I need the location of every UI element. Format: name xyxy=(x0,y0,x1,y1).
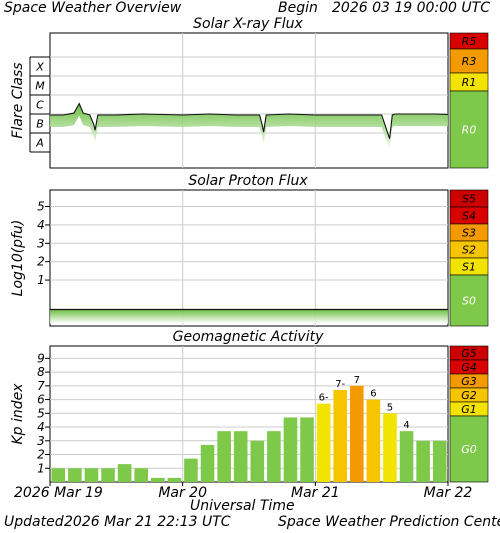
y-tick-label: X xyxy=(35,61,44,74)
x-tick-label: Mar 20 xyxy=(158,485,207,501)
kp-bar xyxy=(134,468,149,482)
scale-label: G1 xyxy=(461,403,477,416)
y-tick-label: C xyxy=(36,99,44,112)
y-tick-label: 3 xyxy=(37,434,45,448)
kp-bar xyxy=(300,417,314,482)
kp-bar xyxy=(432,440,447,482)
updated-label: Updated xyxy=(4,514,64,530)
chart-title: Solar X-ray Flux xyxy=(193,16,303,32)
kp-bar-label: 6- xyxy=(319,393,329,404)
scale-label: G2 xyxy=(461,389,477,402)
y-tick-label: 2 xyxy=(37,255,45,269)
y-tick-label: 4 xyxy=(37,420,45,434)
y-tick-label: A xyxy=(35,137,44,150)
y-tick-label: 8 xyxy=(37,365,45,379)
scale-block xyxy=(449,48,489,74)
kp-bar xyxy=(217,431,231,482)
x-tick-label: 2026 Mar 19 xyxy=(14,485,103,501)
scale-block xyxy=(449,90,489,169)
kp-bar xyxy=(200,444,215,482)
y-axis-label: Flare Class xyxy=(10,62,26,138)
scale-label: S3 xyxy=(462,227,476,240)
scale-label: R0 xyxy=(462,124,477,137)
y-tick-label: 7 xyxy=(37,379,45,393)
scale-label: S5 xyxy=(462,193,476,206)
scale-label: R1 xyxy=(462,76,477,89)
begin-label: Begin xyxy=(278,0,318,16)
x-tick-label: Mar 21 xyxy=(291,485,340,501)
kp-bar xyxy=(51,468,66,482)
kp-bar xyxy=(349,385,364,482)
x-tick-label: Mar 22 xyxy=(424,485,473,501)
panel-frame-3 xyxy=(49,345,449,483)
y-axis-label: Log10(pfu) xyxy=(10,220,26,297)
chart-title: Geomagnetic Activity xyxy=(173,329,324,345)
kp-bar xyxy=(167,477,182,482)
scale-label: S4 xyxy=(462,210,476,223)
kp-bar xyxy=(267,431,281,482)
y-tick-label: 5 xyxy=(37,406,45,420)
y-axis-label: Kp index xyxy=(10,383,26,445)
scale-label: S1 xyxy=(462,261,476,274)
xray-line xyxy=(50,102,449,139)
proton-fill xyxy=(50,309,448,324)
chart-title: Solar Proton Flux xyxy=(188,173,308,189)
y-tick-label: 1 xyxy=(37,273,45,287)
begin-value: 2026 03 19 00:00 UTC xyxy=(332,0,490,16)
y-tick-label: 5 xyxy=(37,200,45,214)
scale-label: R3 xyxy=(462,55,477,68)
kp-bar xyxy=(383,413,397,482)
kp-bar xyxy=(68,468,82,482)
y-tick-label: 3 xyxy=(37,236,45,250)
kp-bar-label: 4 xyxy=(403,420,409,431)
kp-bar xyxy=(416,440,430,482)
kp-bar xyxy=(84,468,99,482)
page-title: Space Weather Overview xyxy=(4,0,182,16)
x-axis-title: Universal Time xyxy=(190,498,295,514)
kp-bar xyxy=(250,440,265,482)
y-tick-label: 6 xyxy=(37,393,45,407)
kp-bar xyxy=(184,458,198,482)
scale-block xyxy=(449,274,489,327)
y-tick-label: 9 xyxy=(37,351,45,365)
kp-bar-label: 7 xyxy=(354,375,360,386)
kp-bar xyxy=(150,477,165,482)
scale-label: G0 xyxy=(461,443,477,456)
panel-frame-2 xyxy=(49,189,449,327)
scale-label: S2 xyxy=(462,244,476,257)
y-tick-label: 1 xyxy=(37,461,45,475)
kp-bar xyxy=(399,431,414,482)
kp-bar xyxy=(316,403,331,482)
scale-label: G5 xyxy=(461,347,477,360)
kp-bar xyxy=(117,464,132,482)
kp-bar-label: 7- xyxy=(335,379,345,390)
scale-label: G4 xyxy=(461,361,477,374)
kp-bar xyxy=(366,399,381,482)
y-tick-label: 4 xyxy=(37,218,45,232)
kp-bar xyxy=(101,468,115,482)
scale-block xyxy=(449,415,489,483)
y-tick-label: B xyxy=(36,118,44,131)
kp-bar xyxy=(283,417,298,482)
kp-bar xyxy=(333,389,348,482)
y-tick-label: M xyxy=(35,80,45,93)
panel-frame-1 xyxy=(49,32,449,169)
kp-bar-label: 6 xyxy=(370,389,376,400)
kp-bar xyxy=(233,431,248,482)
scale-label: R5 xyxy=(462,35,477,48)
scale-label: S0 xyxy=(462,295,476,308)
scale-label: G3 xyxy=(461,375,477,388)
kp-bar-label: 5 xyxy=(387,402,393,413)
y-tick-label: 2 xyxy=(37,448,45,462)
credit-text: Space Weather Prediction Center xyxy=(278,514,500,530)
updated-value: 2026 Mar 21 22:13 UTC xyxy=(64,514,231,530)
